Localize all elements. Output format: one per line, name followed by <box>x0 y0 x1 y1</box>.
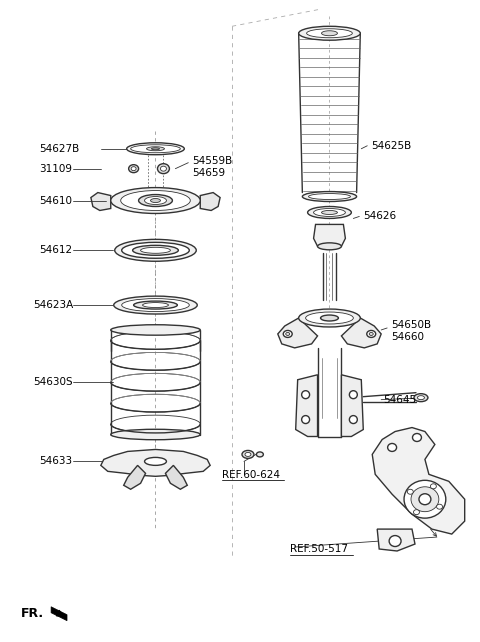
Ellipse shape <box>127 143 184 155</box>
Ellipse shape <box>286 333 290 335</box>
Ellipse shape <box>157 164 169 173</box>
Ellipse shape <box>308 207 351 218</box>
Polygon shape <box>51 607 67 621</box>
Ellipse shape <box>349 391 357 399</box>
Ellipse shape <box>111 325 200 335</box>
Polygon shape <box>341 318 381 348</box>
Ellipse shape <box>367 331 376 338</box>
Polygon shape <box>278 318 318 348</box>
Polygon shape <box>91 193 111 211</box>
Text: 54625B: 54625B <box>371 141 411 151</box>
Ellipse shape <box>313 209 346 216</box>
Text: 54626: 54626 <box>363 211 396 221</box>
Ellipse shape <box>143 302 168 308</box>
Text: 31109: 31109 <box>39 164 72 174</box>
Ellipse shape <box>321 315 338 321</box>
Text: 54630S: 54630S <box>33 377 73 386</box>
Ellipse shape <box>151 198 160 202</box>
Text: 54559B: 54559B <box>192 156 232 166</box>
Ellipse shape <box>120 191 190 211</box>
Ellipse shape <box>111 429 200 440</box>
Ellipse shape <box>419 494 431 505</box>
Ellipse shape <box>322 31 337 36</box>
Ellipse shape <box>144 196 167 205</box>
Ellipse shape <box>369 333 373 335</box>
Text: 54627B: 54627B <box>39 144 79 153</box>
Polygon shape <box>124 465 145 489</box>
Ellipse shape <box>349 415 357 424</box>
Ellipse shape <box>322 211 337 214</box>
Ellipse shape <box>242 451 254 458</box>
Ellipse shape <box>146 147 165 151</box>
Text: 54623A: 54623A <box>33 300 73 310</box>
Ellipse shape <box>160 166 167 171</box>
Ellipse shape <box>129 165 139 173</box>
Text: 54610: 54610 <box>39 196 72 205</box>
Ellipse shape <box>111 187 200 214</box>
Text: FR.: FR. <box>21 607 44 620</box>
Ellipse shape <box>299 309 360 327</box>
Polygon shape <box>377 529 415 551</box>
Ellipse shape <box>412 433 421 442</box>
Ellipse shape <box>388 444 396 451</box>
Ellipse shape <box>411 487 439 512</box>
Ellipse shape <box>131 167 136 171</box>
Ellipse shape <box>115 239 196 261</box>
Ellipse shape <box>413 510 420 515</box>
Polygon shape <box>372 428 465 534</box>
Ellipse shape <box>408 489 413 494</box>
Polygon shape <box>200 193 220 211</box>
Ellipse shape <box>431 484 436 489</box>
Ellipse shape <box>152 148 159 150</box>
Ellipse shape <box>122 242 189 258</box>
Polygon shape <box>296 375 318 437</box>
Ellipse shape <box>283 331 292 338</box>
Text: REF.50-517: REF.50-517 <box>290 544 348 554</box>
Ellipse shape <box>245 453 251 456</box>
Ellipse shape <box>141 247 170 254</box>
Ellipse shape <box>389 535 401 546</box>
Ellipse shape <box>122 299 189 311</box>
Polygon shape <box>101 449 210 476</box>
Ellipse shape <box>301 415 310 424</box>
Ellipse shape <box>306 312 353 324</box>
Ellipse shape <box>133 301 178 309</box>
Ellipse shape <box>144 457 167 465</box>
Polygon shape <box>341 375 363 437</box>
Ellipse shape <box>302 191 357 202</box>
Ellipse shape <box>307 29 352 38</box>
Ellipse shape <box>114 296 197 314</box>
Ellipse shape <box>318 243 341 250</box>
Ellipse shape <box>437 504 443 509</box>
Text: 54633: 54633 <box>39 456 72 466</box>
Text: 54660: 54660 <box>391 332 424 342</box>
Ellipse shape <box>418 395 424 400</box>
Ellipse shape <box>414 394 428 402</box>
Ellipse shape <box>299 26 360 40</box>
Text: 54645: 54645 <box>383 395 416 404</box>
Ellipse shape <box>301 391 310 399</box>
Text: 54612: 54612 <box>39 245 72 256</box>
Ellipse shape <box>309 193 350 200</box>
Polygon shape <box>313 225 346 247</box>
Ellipse shape <box>404 480 446 518</box>
Ellipse shape <box>139 195 172 207</box>
Text: REF.60-624: REF.60-624 <box>222 471 280 480</box>
Text: 54659: 54659 <box>192 168 226 178</box>
Ellipse shape <box>132 245 179 256</box>
Polygon shape <box>166 465 187 489</box>
Text: 54650B: 54650B <box>391 320 431 330</box>
Ellipse shape <box>131 144 180 153</box>
Ellipse shape <box>256 452 264 457</box>
